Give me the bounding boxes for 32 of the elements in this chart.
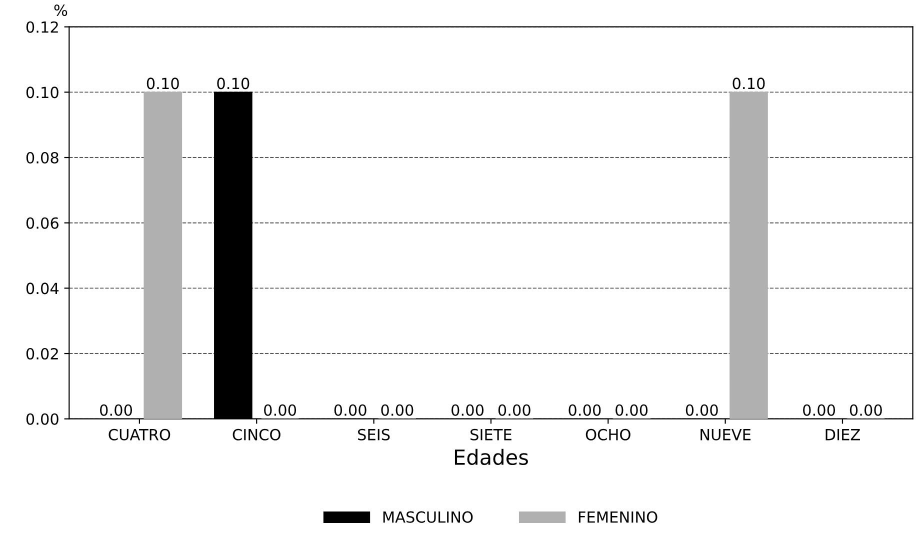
y-tick-label: 0.08	[26, 152, 58, 164]
data-label: 0.00	[264, 404, 296, 416]
x-axis-title: Edades	[454, 448, 528, 466]
y-tick-label: 0.04	[26, 282, 59, 294]
data-label: 0.00	[498, 404, 530, 416]
y-axis-title: %	[54, 4, 68, 16]
data-label: 0.00	[568, 404, 601, 416]
data-label: 0.00	[381, 404, 414, 416]
data-label: 0.00	[803, 404, 836, 416]
x-tick-label: CUATRO	[108, 428, 170, 440]
legend-label: FEMENINO	[578, 511, 658, 523]
y-tick-label: 0.00	[26, 413, 58, 425]
data-label: 0.00	[850, 404, 882, 416]
data-label: 0.10	[146, 78, 179, 90]
data-label: 0.00	[686, 404, 718, 416]
x-tick-label: SEIS	[358, 428, 390, 440]
legend-label: MASCULINO	[383, 511, 473, 523]
data-label: 0.00	[616, 404, 648, 416]
x-tick-label: DIEZ	[826, 429, 860, 440]
data-label: 0.10	[217, 78, 250, 90]
y-tick-label: 0.10	[26, 86, 58, 98]
x-tick-label: NUEVE	[700, 429, 751, 440]
y-tick-label: 0.06	[26, 217, 58, 229]
data-label: 0.00	[334, 404, 366, 416]
data-label: 0.00	[100, 404, 132, 416]
x-tick-label: CINCO	[232, 428, 280, 440]
x-tick-label: OCHO	[586, 428, 630, 440]
x-tick-label: SIETE	[470, 428, 512, 440]
y-tick-label: 0.12	[26, 21, 58, 33]
data-label: 0.10	[732, 78, 765, 90]
y-tick-label: 0.02	[26, 348, 58, 360]
data-label: 0.00	[452, 404, 484, 416]
